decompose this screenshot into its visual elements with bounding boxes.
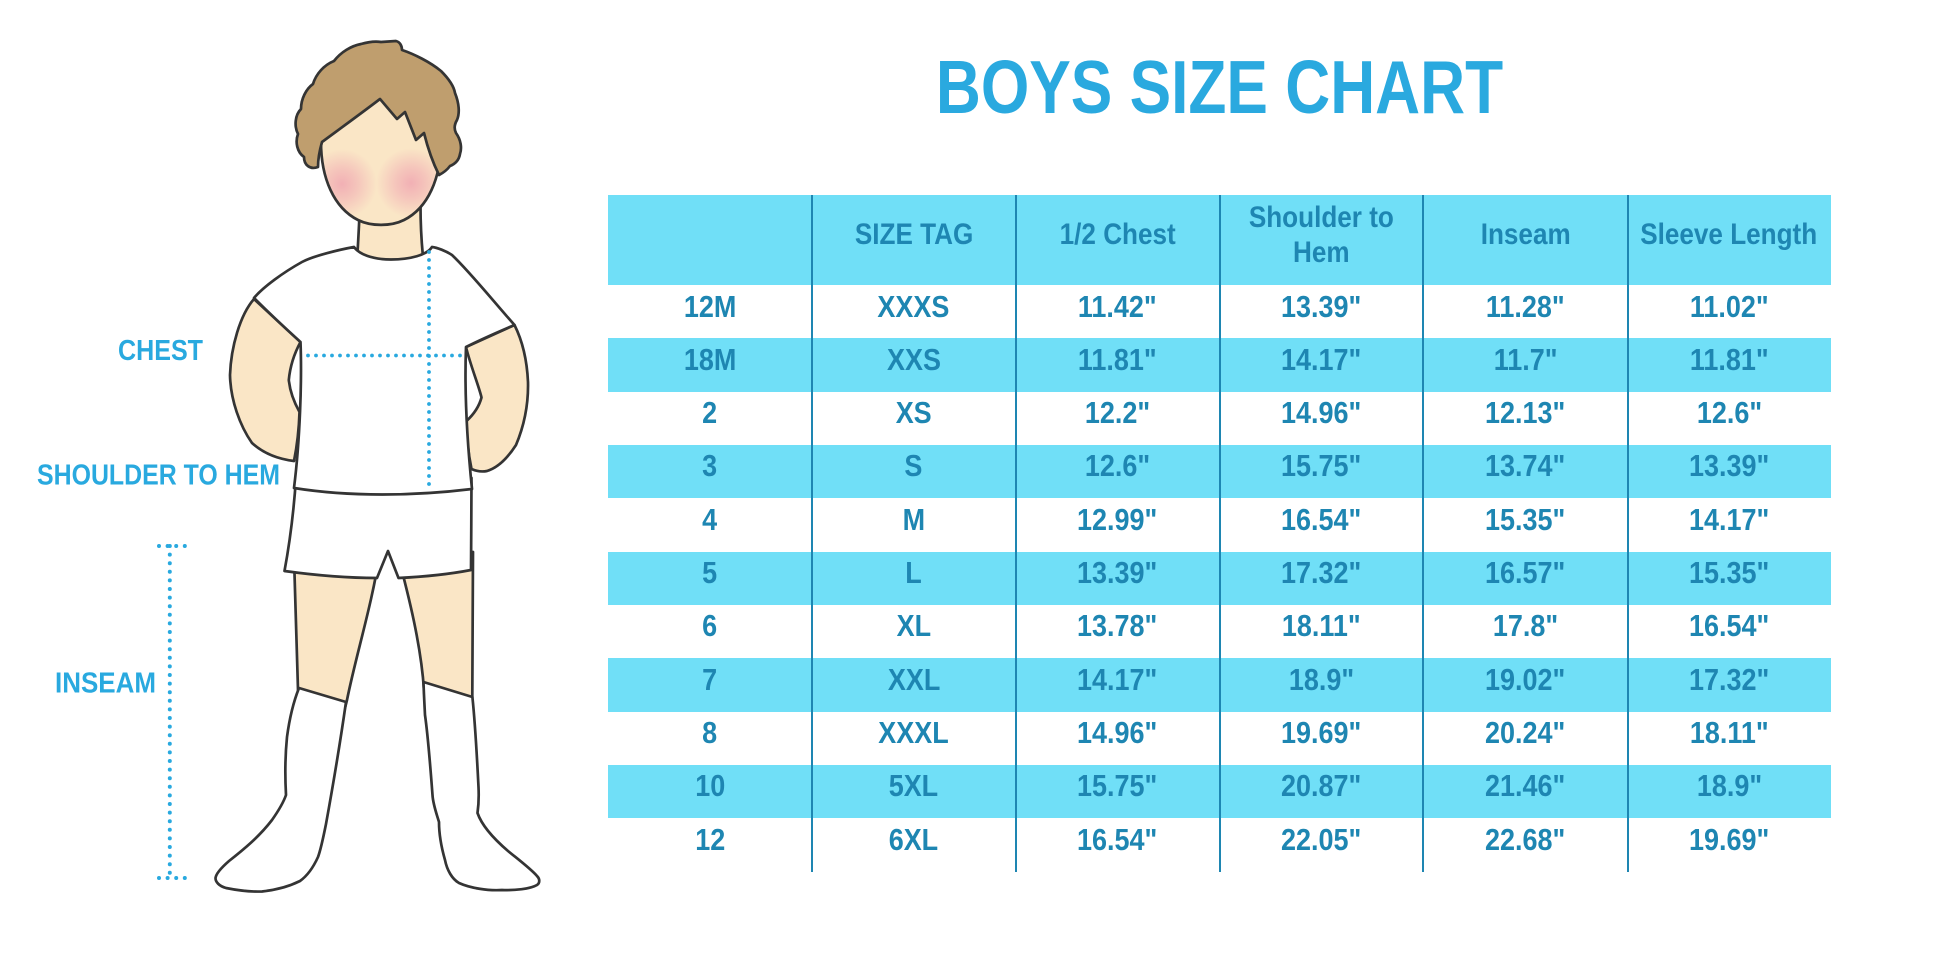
svg-text:SHOULDER TO HEM: SHOULDER TO HEM (37, 460, 280, 492)
svg-text:CHEST: CHEST (118, 335, 203, 367)
svg-text:INSEAM: INSEAM (55, 668, 156, 700)
